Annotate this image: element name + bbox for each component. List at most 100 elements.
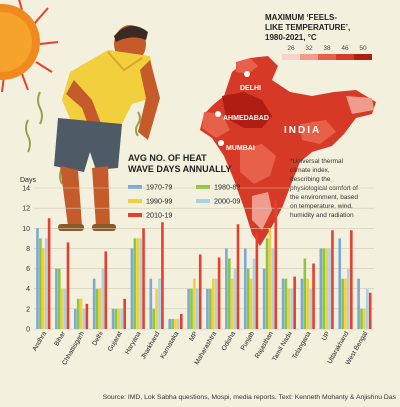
- y-tick-label: 4: [26, 286, 30, 293]
- bar-2000-09: [252, 258, 256, 329]
- bar-1970-79: [92, 278, 96, 329]
- bar-1980-89: [246, 268, 250, 329]
- bar-2000-09: [158, 278, 161, 329]
- map-legend-title-line-1: MAXIMUM ‘FEELS-: [265, 13, 337, 22]
- bar-1990-99: [306, 278, 310, 329]
- bar-1980-89: [265, 238, 269, 329]
- bar-1980-89: [360, 308, 363, 329]
- bar-2010-19: [85, 303, 89, 329]
- legend-swatch: [128, 213, 142, 217]
- bar-1980-89: [303, 258, 307, 329]
- bar-2000-09: [214, 278, 218, 329]
- bar-1970-79: [206, 288, 209, 329]
- legend-label: 1980-89: [214, 183, 240, 192]
- map-legend: MAXIMUM ‘FEELS- LIKE TEMPERATURE’, 1980-…: [265, 13, 372, 60]
- y-axis-label: Days: [20, 177, 36, 184]
- map-legend-tick: 32: [305, 45, 313, 52]
- legend-label: 1990-99: [146, 197, 172, 206]
- bar-2000-09: [309, 288, 312, 329]
- map-legend-tick: 50: [359, 45, 367, 52]
- bar-2000-09: [82, 308, 86, 329]
- map-legend-tick: 38: [323, 45, 331, 52]
- delhi-marker-icon: [244, 71, 250, 77]
- y-tick-label: 12: [22, 206, 30, 213]
- bar-1980-89: [95, 288, 99, 329]
- bar-1990-99: [193, 278, 196, 329]
- bar-2010-19: [293, 276, 296, 329]
- bar-1980-89: [284, 278, 288, 329]
- city-label-delhi: DELHI: [240, 85, 261, 92]
- bar-1970-79: [168, 318, 172, 329]
- bar-1980-89: [133, 238, 137, 329]
- y-tick-label: 0: [26, 327, 30, 334]
- x-tick-label: Tamil Nadu: [271, 330, 294, 362]
- bar-2010-19: [312, 263, 315, 329]
- bar-1980-89: [322, 248, 326, 329]
- bar-2000-09: [44, 238, 48, 329]
- bar-2000-09: [177, 318, 180, 329]
- bar-2010-19: [217, 257, 221, 329]
- legend-swatch: [128, 199, 142, 203]
- x-tick-label: Bihar: [53, 330, 67, 348]
- bar-1990-99: [287, 288, 291, 329]
- map-note: *Universal thermal climate index, descri…: [290, 158, 358, 219]
- bar-1970-79: [36, 228, 39, 329]
- bar-1980-89: [190, 288, 193, 329]
- bar-1990-99: [79, 298, 83, 329]
- source-footer: Source: IMD, Lok Sabha questions, Mospi,…: [103, 394, 397, 401]
- bar-1990-99: [41, 248, 45, 329]
- bar-1980-89: [114, 308, 118, 329]
- bar-1970-79: [55, 268, 58, 329]
- bar-1990-99: [249, 278, 253, 329]
- map-note-line: humidity and radiation: [290, 212, 354, 219]
- ahmedabad-marker-icon: [215, 111, 221, 117]
- y-tick-label: 14: [22, 186, 30, 193]
- bar-1980-89: [76, 298, 80, 329]
- legend-swatch: [196, 185, 210, 189]
- legend-label: 1970-79: [146, 183, 172, 192]
- bar-1980-89: [57, 268, 61, 329]
- x-tick-label: Andhra: [31, 330, 48, 352]
- bar-1990-99: [230, 278, 234, 329]
- bar-2000-09: [366, 288, 369, 329]
- bar-1990-99: [268, 228, 272, 329]
- map-legend-swatch: [336, 54, 354, 60]
- bar-2010-19: [368, 292, 372, 329]
- bar-2000-09: [63, 288, 67, 329]
- bar-2000-09: [290, 288, 294, 329]
- india-heat-map: DELHI AHMEDABAD MUMBAI INDIA: [200, 56, 376, 246]
- bar-2000-09: [347, 268, 350, 329]
- legend-label: 2010-19: [146, 211, 172, 220]
- chart-grid: 0 2 4 6 8 10 12 14: [22, 186, 374, 334]
- city-label-mumbai: MUMBAI: [226, 145, 255, 152]
- bar-1990-99: [117, 308, 121, 329]
- bar-1980-89: [341, 278, 344, 329]
- bar-1990-99: [136, 238, 140, 329]
- bar-2010-19: [142, 228, 145, 329]
- bar-2000-09: [328, 248, 331, 329]
- bar-2010-19: [274, 200, 278, 329]
- bar-2010-19: [123, 298, 126, 329]
- bar-2010-19: [180, 313, 183, 329]
- bar-1970-79: [243, 248, 247, 329]
- chart-legend: 1970-79 1980-89 1990-99 2000-09 2010-19: [128, 183, 240, 220]
- bar-1970-79: [187, 288, 190, 329]
- bar-1990-99: [98, 288, 102, 329]
- y-tick-label: 6: [26, 266, 30, 273]
- bar-1990-99: [344, 278, 347, 329]
- legend-swatch: [196, 199, 210, 203]
- bar-1990-99: [211, 278, 215, 329]
- bar-1990-99: [325, 248, 328, 329]
- x-tick-label: MP: [188, 330, 199, 343]
- bar-2010-19: [331, 230, 334, 329]
- bar-2010-19: [47, 218, 51, 329]
- bar-2010-19: [350, 230, 353, 329]
- bar-1970-79: [319, 248, 323, 329]
- bar-2010-19: [236, 224, 240, 329]
- bar-1970-79: [262, 268, 266, 329]
- bar-2010-19: [198, 254, 202, 329]
- y-tick-label: 2: [26, 306, 30, 313]
- bar-2000-09: [120, 308, 124, 329]
- bar-1980-89: [227, 258, 231, 329]
